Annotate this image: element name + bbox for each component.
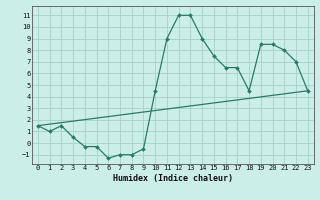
X-axis label: Humidex (Indice chaleur): Humidex (Indice chaleur) bbox=[113, 174, 233, 183]
